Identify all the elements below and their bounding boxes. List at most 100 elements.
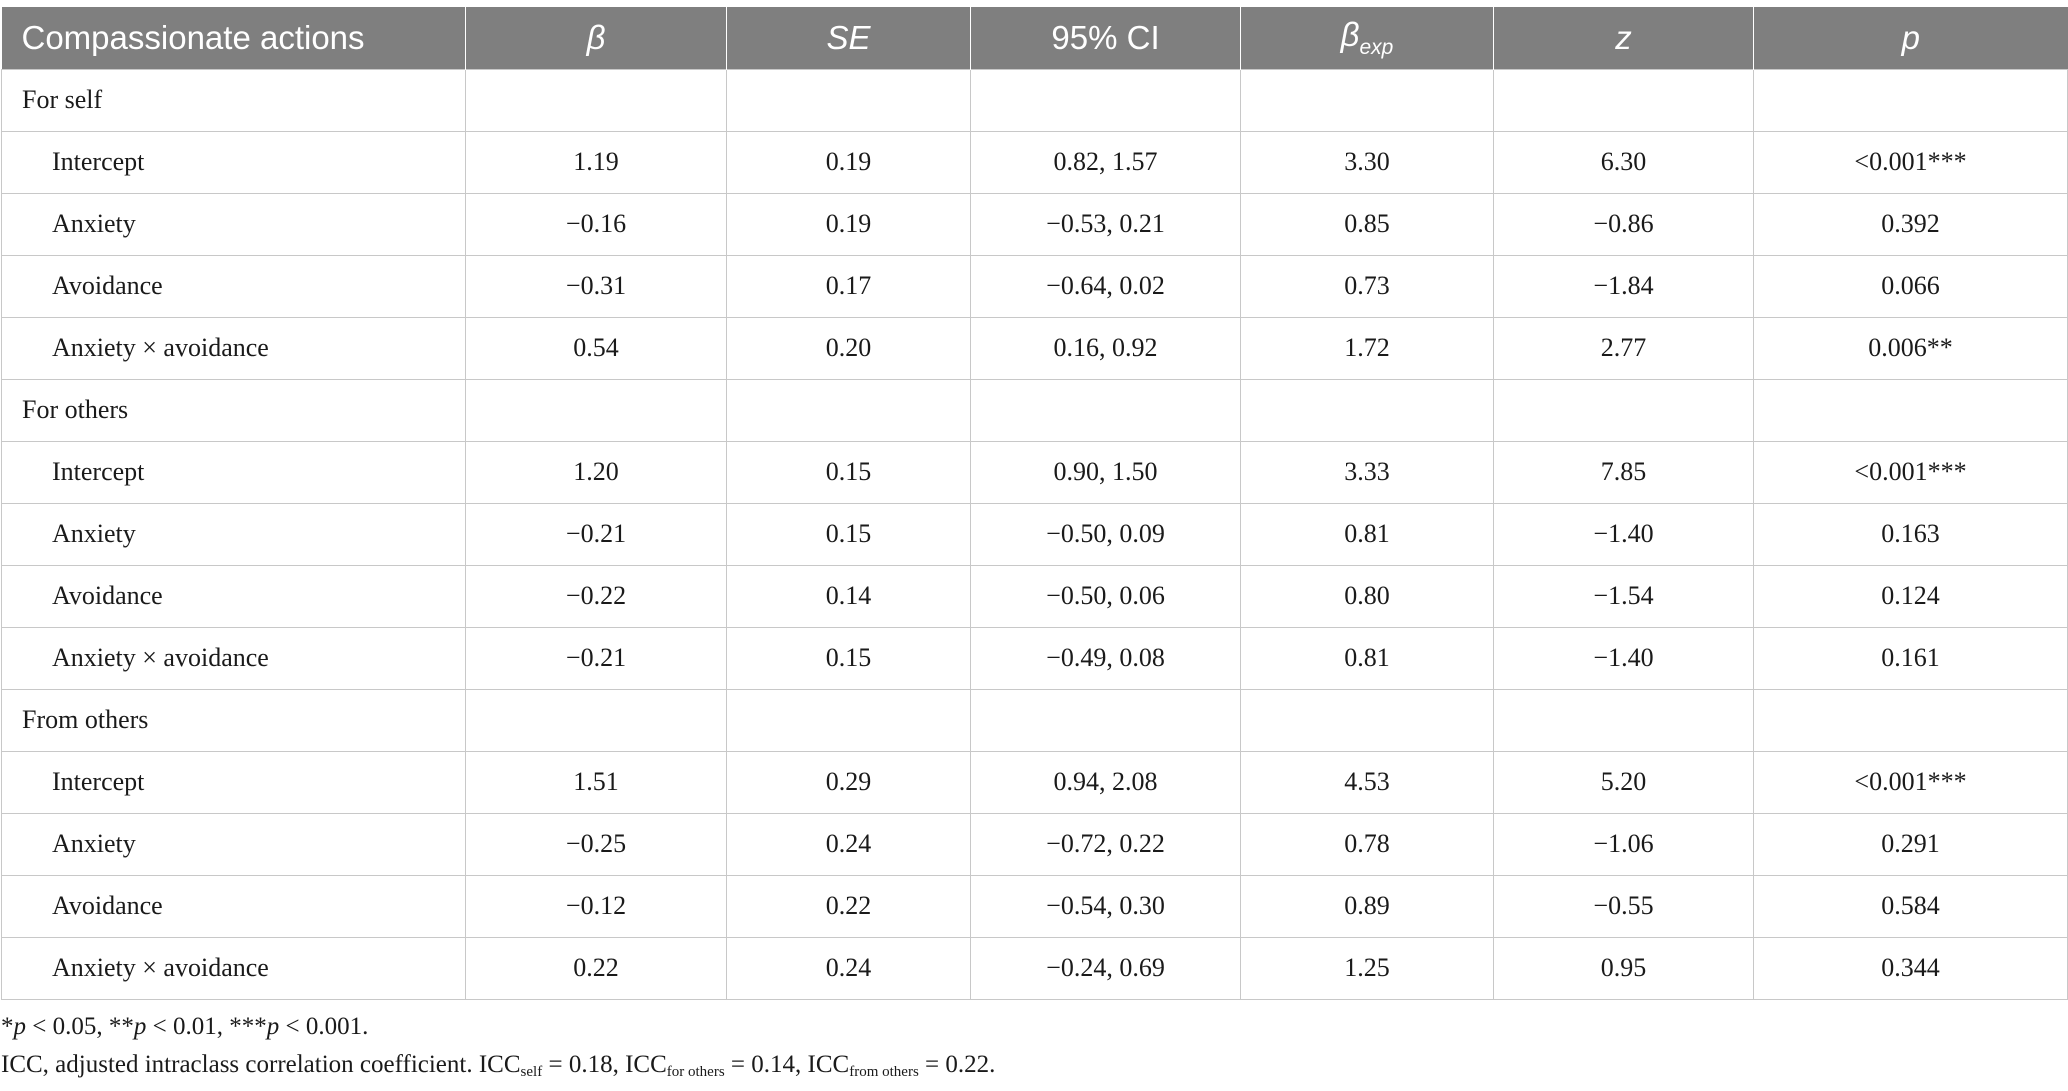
cell-beta: −0.16: [466, 193, 727, 255]
cell-se: 0.24: [727, 937, 971, 999]
cell-ci: 0.82, 1.57: [971, 131, 1241, 193]
cell-beta-exp: 3.33: [1241, 441, 1494, 503]
empty-cell: [971, 379, 1241, 441]
header-z: z: [1494, 7, 1754, 69]
header-z-label: z: [1615, 19, 1632, 56]
cell-p: 0.163: [1754, 503, 2068, 565]
row-label: Intercept: [2, 751, 466, 813]
cell-se: 0.15: [727, 627, 971, 689]
cell-z: −1.40: [1494, 627, 1754, 689]
cell-z: 0.95: [1494, 937, 1754, 999]
section-title: From others: [2, 689, 466, 751]
empty-cell: [971, 689, 1241, 751]
icc-label: ICC: [808, 1051, 850, 1078]
cell-p: 0.392: [1754, 193, 2068, 255]
cell-p: 0.161: [1754, 627, 2068, 689]
row-label: Intercept: [2, 131, 466, 193]
header-beta-exp-subscript: exp: [1360, 36, 1394, 59]
table-row: Anxiety × avoidance −0.21 0.15 −0.49, 0.08 0…: [2, 627, 2068, 689]
cell-p: 0.584: [1754, 875, 2068, 937]
header-compassionate-actions: Compassionate actions: [2, 7, 466, 69]
footnote-star: ***: [229, 1013, 267, 1040]
cell-beta-exp: 0.80: [1241, 565, 1494, 627]
header-beta-exp: βexp: [1241, 7, 1494, 69]
cell-z: −1.54: [1494, 565, 1754, 627]
row-label: Anxiety × avoidance: [2, 937, 466, 999]
table-row: Intercept 1.20 0.15 0.90, 1.50 3.33 7.85 <0.00…: [2, 441, 2068, 503]
header-se-label: SE: [826, 19, 870, 56]
empty-cell: [1241, 689, 1494, 751]
header-se: SE: [727, 7, 971, 69]
cell-ci: 0.94, 2.08: [971, 751, 1241, 813]
cell-ci: −0.50, 0.06: [971, 565, 1241, 627]
cell-beta: −0.31: [466, 255, 727, 317]
cell-p: 0.124: [1754, 565, 2068, 627]
cell-beta: −0.12: [466, 875, 727, 937]
cell-beta-exp: 0.89: [1241, 875, 1494, 937]
cell-beta: 1.19: [466, 131, 727, 193]
cell-z: 7.85: [1494, 441, 1754, 503]
cell-ci: −0.53, 0.21: [971, 193, 1241, 255]
section-row: From others: [2, 689, 2068, 751]
empty-cell: [1754, 689, 2068, 751]
cell-p: 0.344: [1754, 937, 2068, 999]
cell-beta-exp: 0.73: [1241, 255, 1494, 317]
empty-cell: [1754, 379, 2068, 441]
row-label: Anxiety: [2, 193, 466, 255]
cell-beta: 1.51: [466, 751, 727, 813]
cell-se: 0.20: [727, 317, 971, 379]
footnote-threshold: < 0.001.: [279, 1013, 368, 1040]
row-label: Avoidance: [2, 875, 466, 937]
table-row: Avoidance −0.31 0.17 −0.64, 0.02 0.73 −1.84 0.…: [2, 255, 2068, 317]
regression-table: Compassionate actions β SE 95% CI βexp z…: [1, 7, 2068, 1000]
empty-cell: [1494, 689, 1754, 751]
empty-cell: [727, 69, 971, 131]
cell-p: <0.001***: [1754, 441, 2068, 503]
cell-ci: −0.50, 0.09: [971, 503, 1241, 565]
cell-z: −1.40: [1494, 503, 1754, 565]
table-body: For self Intercept 1.19 0.19 0.82, 1.57 3.30 6…: [2, 69, 2068, 999]
table-row: Anxiety −0.25 0.24 −0.72, 0.22 0.78 −1.06 0.29…: [2, 813, 2068, 875]
row-label: Intercept: [2, 441, 466, 503]
cell-se: 0.17: [727, 255, 971, 317]
cell-beta-exp: 0.81: [1241, 503, 1494, 565]
section-title: For self: [2, 69, 466, 131]
cell-ci: −0.24, 0.69: [971, 937, 1241, 999]
icc-value: = 0.18,: [542, 1051, 625, 1078]
empty-cell: [466, 689, 727, 751]
cell-ci: −0.72, 0.22: [971, 813, 1241, 875]
cell-beta-exp: 3.30: [1241, 131, 1494, 193]
section-title: For others: [2, 379, 466, 441]
cell-beta-exp: 1.72: [1241, 317, 1494, 379]
cell-se: 0.14: [727, 565, 971, 627]
table-row: Avoidance −0.12 0.22 −0.54, 0.30 0.89 −0.55 0.…: [2, 875, 2068, 937]
cell-ci: 0.16, 0.92: [971, 317, 1241, 379]
icc-subscript: for others: [667, 1064, 725, 1080]
cell-beta: 0.54: [466, 317, 727, 379]
empty-cell: [1241, 69, 1494, 131]
cell-ci: 0.90, 1.50: [971, 441, 1241, 503]
header-95-ci: 95% CI: [971, 7, 1241, 69]
empty-cell: [1241, 379, 1494, 441]
icc-definition: ICC, adjusted intraclass correlation coe…: [1, 1051, 479, 1078]
cell-beta-exp: 4.53: [1241, 751, 1494, 813]
cell-beta: −0.22: [466, 565, 727, 627]
header-p: p: [1754, 7, 2068, 69]
row-label: Anxiety: [2, 503, 466, 565]
section-row: For others: [2, 379, 2068, 441]
cell-beta: 0.22: [466, 937, 727, 999]
cell-se: 0.29: [727, 751, 971, 813]
icc-label: ICC: [479, 1051, 521, 1078]
footnote-threshold: < 0.01,: [146, 1013, 229, 1040]
cell-p: <0.001***: [1754, 751, 2068, 813]
cell-z: 5.20: [1494, 751, 1754, 813]
row-label: Anxiety × avoidance: [2, 317, 466, 379]
cell-z: −0.86: [1494, 193, 1754, 255]
cell-beta-exp: 0.78: [1241, 813, 1494, 875]
header-beta-symbol: β: [587, 19, 606, 56]
table-footnotes: *p < 0.05, **p < 0.01, ***p < 0.001. ICC…: [1, 1012, 2068, 1087]
empty-cell: [466, 69, 727, 131]
icc-value: = 0.22.: [919, 1051, 996, 1078]
row-label: Avoidance: [2, 255, 466, 317]
